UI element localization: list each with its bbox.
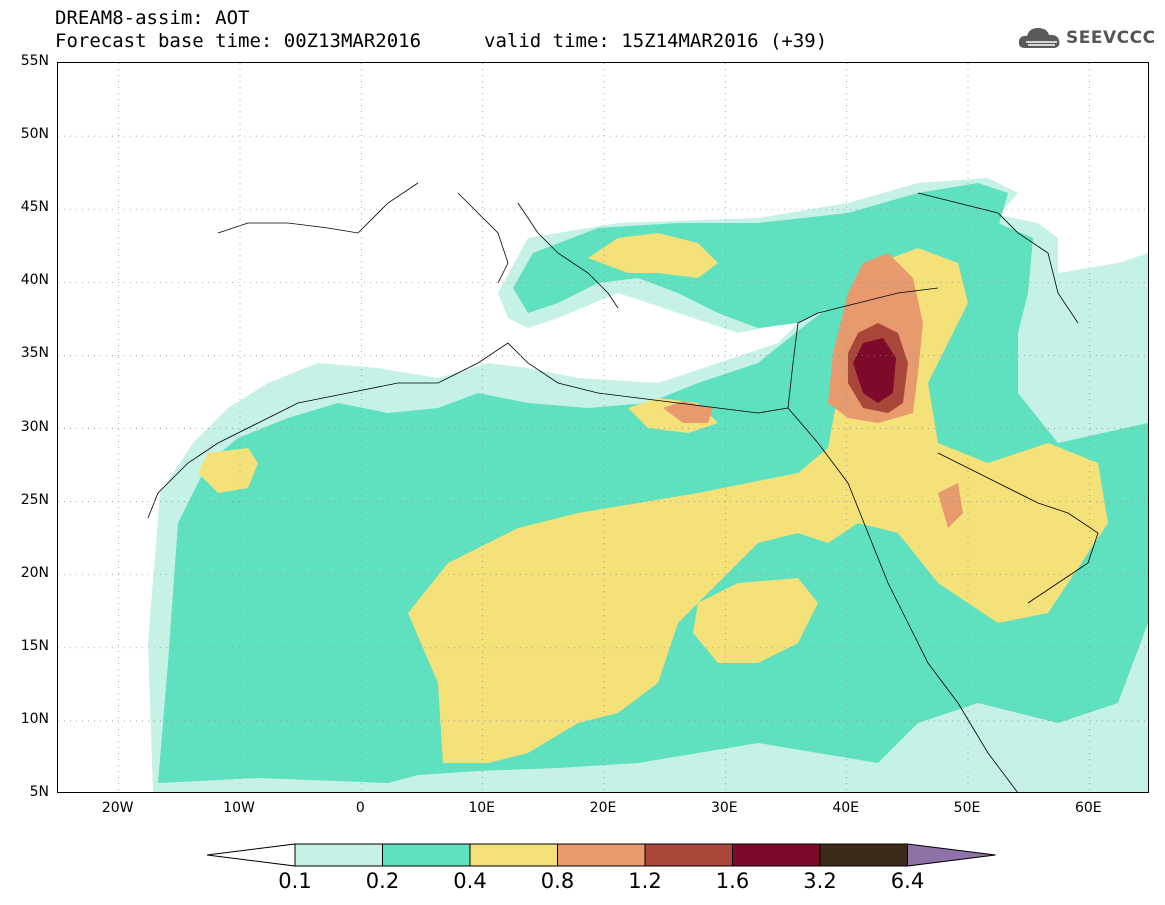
aot-field [58,63,1148,792]
longitude-label: 20E [589,800,617,816]
forecast-base-time: Forecast base time: 00Z13MAR2016 [55,30,422,52]
colorbar-cell [819,843,908,867]
colorbar-cell [557,843,646,867]
colorbar-level-label: 0.1 [278,869,312,893]
latitude-label: 50N [20,126,49,143]
longitude-label: 30E [710,800,738,816]
latitude-label: 40N [20,272,49,289]
longitude-label: 40E [832,800,859,816]
latitude-label: 20N [20,564,49,581]
latitude-label: 10N [20,710,49,727]
latitude-label: 15N [20,637,49,654]
colorbar-cell [644,843,733,867]
colorbar-under-triangle [207,843,296,867]
colorbar-level-label: 6.4 [890,869,925,893]
colorbar-level-label: 1.6 [715,869,750,893]
colorbar-level-label: 0.2 [365,869,400,893]
colorbar [207,843,996,867]
colorbar-cell [382,843,471,867]
latitude-label: 25N [20,491,49,508]
colorbar-cell [732,843,821,867]
colorbar-level-label: 3.2 [803,869,837,893]
longitude-label: 20W [101,800,134,816]
cloud-icon [1018,28,1060,48]
map-title: DREAM8-assim: AOT [55,7,250,29]
aot-band-0.4 [408,248,1108,763]
latitude-label: 30N [20,418,49,435]
colorbar-cell [294,843,383,867]
latitude-label: 55N [20,53,49,69]
colorbar-over-triangle [907,843,996,867]
seevccc-logo: SEEVCCC [1017,24,1156,52]
valid-time: valid time: 15Z14MAR2016 (+39) [484,30,828,52]
latitude-label: 5N [29,784,49,800]
colorbar-level-label: 0.4 [453,869,487,893]
colorbar-level-label: 1.2 [628,869,662,893]
latitude-label: 35N [20,345,49,362]
logo-text: SEEVCCC [1066,28,1156,48]
longitude-label: 50E [953,800,981,816]
longitude-label: 10E [468,800,495,816]
latitude-label: 45N [20,199,49,216]
longitude-label: 0 [355,800,365,816]
aot-band-1.6 [853,338,896,403]
colorbar-cell [469,843,558,867]
longitude-label: 60E [1074,800,1102,816]
colorbar-level-label: 0.8 [540,869,575,893]
map-area [57,62,1149,793]
longitude-label: 10W [223,800,255,816]
